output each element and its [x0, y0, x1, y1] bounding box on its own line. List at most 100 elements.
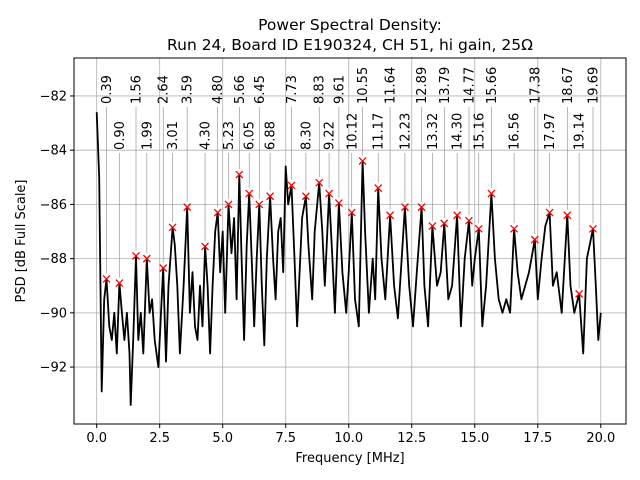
peak-label: 17.97 — [543, 113, 558, 150]
peak-label: 0.39 — [100, 75, 115, 104]
peak-marker — [487, 189, 496, 198]
x-tick-label: 17.5 — [523, 431, 552, 446]
peak-label: 6.05 — [243, 121, 258, 150]
peak-label: 15.66 — [485, 67, 500, 104]
peak-marker-stroke — [400, 203, 409, 212]
peak-marker — [417, 203, 426, 212]
peak-marker — [374, 184, 383, 193]
peak-label: 2.64 — [157, 75, 172, 104]
peak-label: 14.30 — [451, 113, 466, 150]
y-tick-label: −82 — [40, 89, 67, 104]
peak-marker — [132, 251, 140, 260]
peak-marker-stroke — [334, 199, 343, 208]
peak-marker-stroke — [440, 219, 449, 228]
x-tick-label: 0.0 — [86, 431, 107, 446]
axes-frame — [73, 57, 627, 425]
peak-marker — [400, 203, 409, 212]
peak-marker — [183, 203, 192, 212]
x-tick-label: 20.0 — [586, 431, 615, 446]
peak-marker-stroke — [201, 242, 210, 251]
x-axis-label: Frequency [MHz] — [295, 451, 404, 466]
peak-label: 5.66 — [233, 75, 248, 104]
peak-marker — [334, 199, 343, 208]
peak-marker — [255, 200, 264, 209]
peak-marker — [510, 224, 519, 233]
peak-label: 1.56 — [130, 75, 145, 104]
peak-label: 19.14 — [573, 113, 588, 150]
peak-marker-stroke — [474, 224, 483, 233]
peak-marker — [545, 208, 554, 217]
peak-label: 6.88 — [264, 121, 279, 150]
peak-label: 9.61 — [332, 75, 347, 104]
peak-marker-stroke — [563, 211, 572, 220]
peak-label: 4.30 — [199, 121, 214, 150]
peak-marker — [102, 274, 111, 283]
peak-label: 4.80 — [211, 75, 226, 104]
peak-label: 8.83 — [313, 75, 328, 104]
peak-marker-stroke — [575, 289, 584, 298]
peak-marker — [213, 208, 222, 217]
x-tick-label: 12.5 — [397, 431, 426, 446]
peak-marker — [428, 222, 437, 231]
peak-marker-stroke — [255, 200, 264, 209]
peak-label: 14.77 — [463, 67, 478, 104]
y-tick-label: −88 — [40, 252, 67, 267]
peak-marker — [563, 211, 572, 220]
peak-marker-stroke — [159, 264, 168, 273]
peak-marker — [224, 200, 233, 209]
peak-marker-stroke — [102, 274, 111, 283]
peak-label: 17.38 — [528, 67, 543, 104]
peak-marker-stroke — [510, 224, 519, 233]
x-tick-label: 2.5 — [149, 431, 170, 446]
peak-marker — [530, 235, 539, 244]
peak-label: 1.99 — [140, 121, 155, 150]
peak-marker-stroke — [115, 279, 124, 287]
peak-label: 12.23 — [398, 113, 413, 150]
plot-area: 0.39 0.90 1.56 1.99 2.64 3.01 3.59 4.30 4.80 5.23… — [95, 67, 602, 406]
peak-marker-stroke — [347, 208, 356, 217]
peak-marker — [589, 224, 597, 233]
peak-marker-stroke — [530, 235, 539, 244]
peak-marker-stroke — [428, 222, 437, 231]
peak-label: 6.45 — [253, 75, 268, 104]
x-tick-label: 10.0 — [334, 431, 363, 446]
peak-marker-stroke — [589, 224, 597, 233]
peak-label: 11.64 — [384, 67, 399, 104]
peak-marker-stroke — [487, 189, 496, 198]
chart-subtitle: Run 24, Board ID E190324, CH 51, hi gain… — [167, 36, 533, 54]
y-axis-label: PSD [dB Full Scale] — [14, 179, 29, 302]
peak-marker-stroke — [183, 203, 192, 212]
peak-marker — [235, 170, 244, 179]
peak-label: 9.22 — [323, 121, 338, 150]
peak-marker — [168, 223, 177, 232]
peak-marker-stroke — [168, 223, 177, 232]
peak-marker — [301, 192, 310, 201]
peak-marker — [440, 219, 449, 228]
peak-marker — [386, 211, 395, 220]
peak-label: 13.79 — [438, 67, 453, 104]
grid — [74, 58, 626, 424]
peak-label: 10.12 — [345, 113, 360, 150]
chart-title: Power Spectral Density: — [258, 16, 442, 34]
peak-marker-stroke — [358, 157, 367, 165]
peak-marker — [453, 211, 462, 220]
peak-label: 5.23 — [222, 121, 237, 150]
peak-label: 8.30 — [299, 121, 314, 150]
peak-marker-stroke — [374, 184, 383, 193]
peak-label: 18.67 — [561, 67, 576, 104]
peak-marker — [315, 178, 324, 187]
peak-marker-stroke — [301, 192, 310, 201]
peak-marker — [325, 189, 334, 198]
peak-marker-stroke — [325, 189, 334, 198]
peak-marker — [465, 216, 473, 225]
peak-marker — [159, 264, 168, 273]
peak-label: 19.69 — [587, 67, 602, 104]
peak-label: 7.73 — [285, 75, 300, 104]
peak-marker — [201, 242, 210, 251]
peak-marker-stroke — [417, 203, 426, 212]
peak-marker-stroke — [132, 251, 140, 260]
peak-label: 11.17 — [372, 113, 387, 150]
peak-marker-stroke — [245, 189, 254, 198]
peak-marker — [245, 189, 254, 198]
